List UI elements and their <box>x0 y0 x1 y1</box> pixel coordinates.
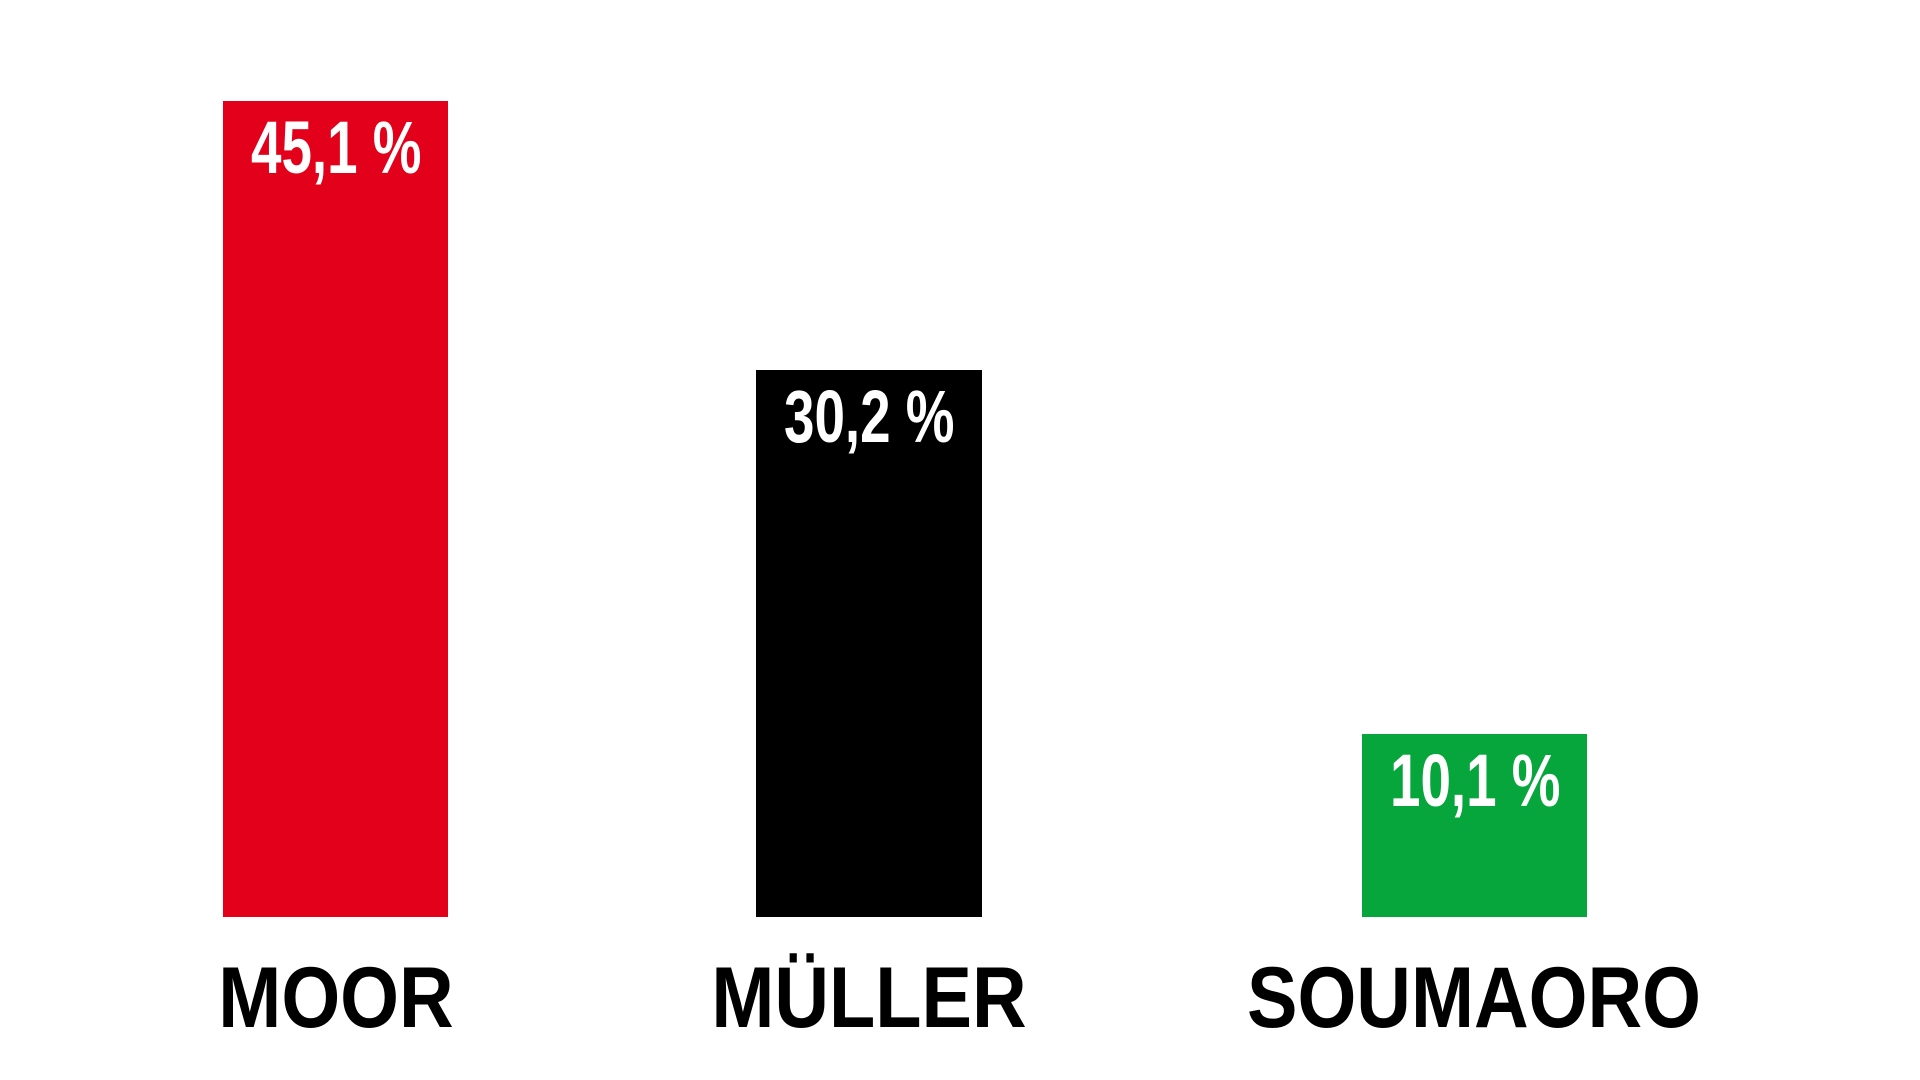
bar-soumaoro: 10,1 % <box>1362 734 1587 917</box>
bar-value-label-mueller: 30,2 % <box>784 375 955 458</box>
category-label-moor: MOOR <box>218 950 454 1046</box>
category-label-soumaoro: SOUMAORO <box>1246 950 1702 1046</box>
bar-moor: 45,1 % <box>223 101 448 917</box>
bar-value-label-soumaoro: 10,1 % <box>1390 739 1561 822</box>
category-label-mueller: MÜLLER <box>711 950 1027 1046</box>
bar-value-label-moor: 45,1 % <box>251 106 422 189</box>
bar-mueller: 30,2 % <box>756 370 982 917</box>
